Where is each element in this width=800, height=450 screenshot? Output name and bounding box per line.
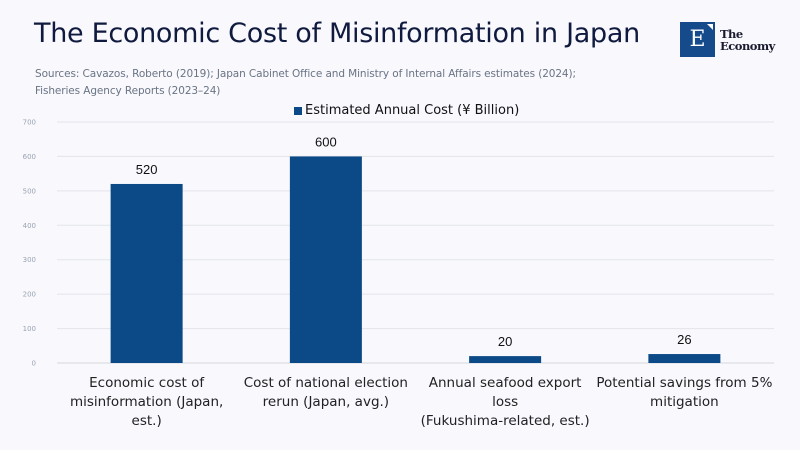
bar [648,354,721,363]
data-label: 20 [498,334,512,349]
data-label: 600 [315,134,337,149]
x-tick-label: Potential savings from 5% mitigation [596,375,773,410]
bar [110,183,183,363]
bar [469,356,542,363]
x-tick-label: Cost of national election rerun (Japan, a… [243,375,408,410]
y-tick-label: 400 [23,222,36,230]
logo-wordmark: The Economy [720,26,775,53]
y-tick-label: 300 [23,256,36,264]
y-tick-label: 200 [23,291,36,299]
legend-label: Estimated Annual Cost (¥ Billion) [305,103,520,118]
y-tick-label: 0 [32,360,36,368]
y-tick-label: 600 [23,153,36,161]
y-tick-label: 100 [23,325,36,333]
bar [289,156,362,363]
y-tick-label: 700 [23,119,36,127]
data-label: 520 [136,162,158,177]
sources-line-2: Fisheries Agency Reports (2023–24) [35,85,221,97]
sources-line-1: Sources: Cavazos, Roberto (2019); Japan … [35,68,576,80]
the-economy-logo: E The Economy [680,22,775,57]
sources-note: Sources: Cavazos, Roberto (2019); Japan … [35,66,635,100]
y-tick-label: 500 [23,187,36,195]
chart-legend: Estimated Annual Cost (¥ Billion) [294,103,519,118]
logo-e-icon: E [680,22,715,57]
legend-swatch [294,106,302,115]
page-title: The Economic Cost of Misinformation in J… [34,18,640,49]
x-tick-label: Annual seafood export loss (Fukushima-rel… [420,375,590,429]
data-label: 26 [677,332,691,347]
x-tick-label: Economic cost of misinformation (Japan, es… [69,375,224,429]
